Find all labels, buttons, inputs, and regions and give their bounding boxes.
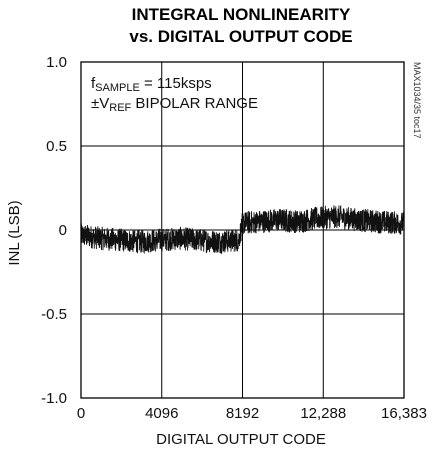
y-tick-label: 1.0 <box>46 54 67 71</box>
y-tick-label: 0 <box>59 222 67 239</box>
x-tick-label: 0 <box>77 405 85 422</box>
annotation-f: f <box>91 75 96 92</box>
x-tick-label: 12,288 <box>300 405 346 422</box>
y-tick-labels: 1.0 0.5 0 -0.5 -1.0 <box>41 54 67 407</box>
range-annotation: ±VREF BIPOLAR RANGE <box>91 95 258 114</box>
x-axis-label: DIGITAL OUTPUT CODE <box>156 431 326 448</box>
annotation-rate: = 115ksps <box>140 75 212 92</box>
chart-title-line2: vs. DIGITAL OUTPUT CODE <box>129 27 352 46</box>
y-tick-label: -0.5 <box>41 306 67 323</box>
figure-tag: MAX1034/35 toc17 <box>412 62 422 139</box>
annotation-ref-sub: REF <box>109 102 131 114</box>
sample-rate-annotation: fSAMPLE = 115ksps <box>91 75 212 94</box>
y-tick-label: -1.0 <box>41 390 67 407</box>
y-tick-label: 0.5 <box>46 138 67 155</box>
x-tick-label: 8192 <box>226 405 259 422</box>
x-tick-labels: 0 4096 8192 12,288 16,383 <box>77 405 427 422</box>
annotation-range: BIPOLAR RANGE <box>131 95 258 112</box>
y-axis-label: INL (LSB) <box>6 200 23 265</box>
annotation-sample-sub: SAMPLE <box>95 82 140 94</box>
series-layer <box>80 205 405 255</box>
x-tick-label: 16,383 <box>381 405 427 422</box>
chart-title-line1: INTEGRAL NONLINEARITY <box>132 5 351 24</box>
annotation-vref: ±V <box>91 95 109 112</box>
inl-series-line <box>80 205 405 255</box>
plot-frame <box>80 61 405 399</box>
grid-lines <box>81 62 404 398</box>
x-tick-label: 4096 <box>145 405 178 422</box>
